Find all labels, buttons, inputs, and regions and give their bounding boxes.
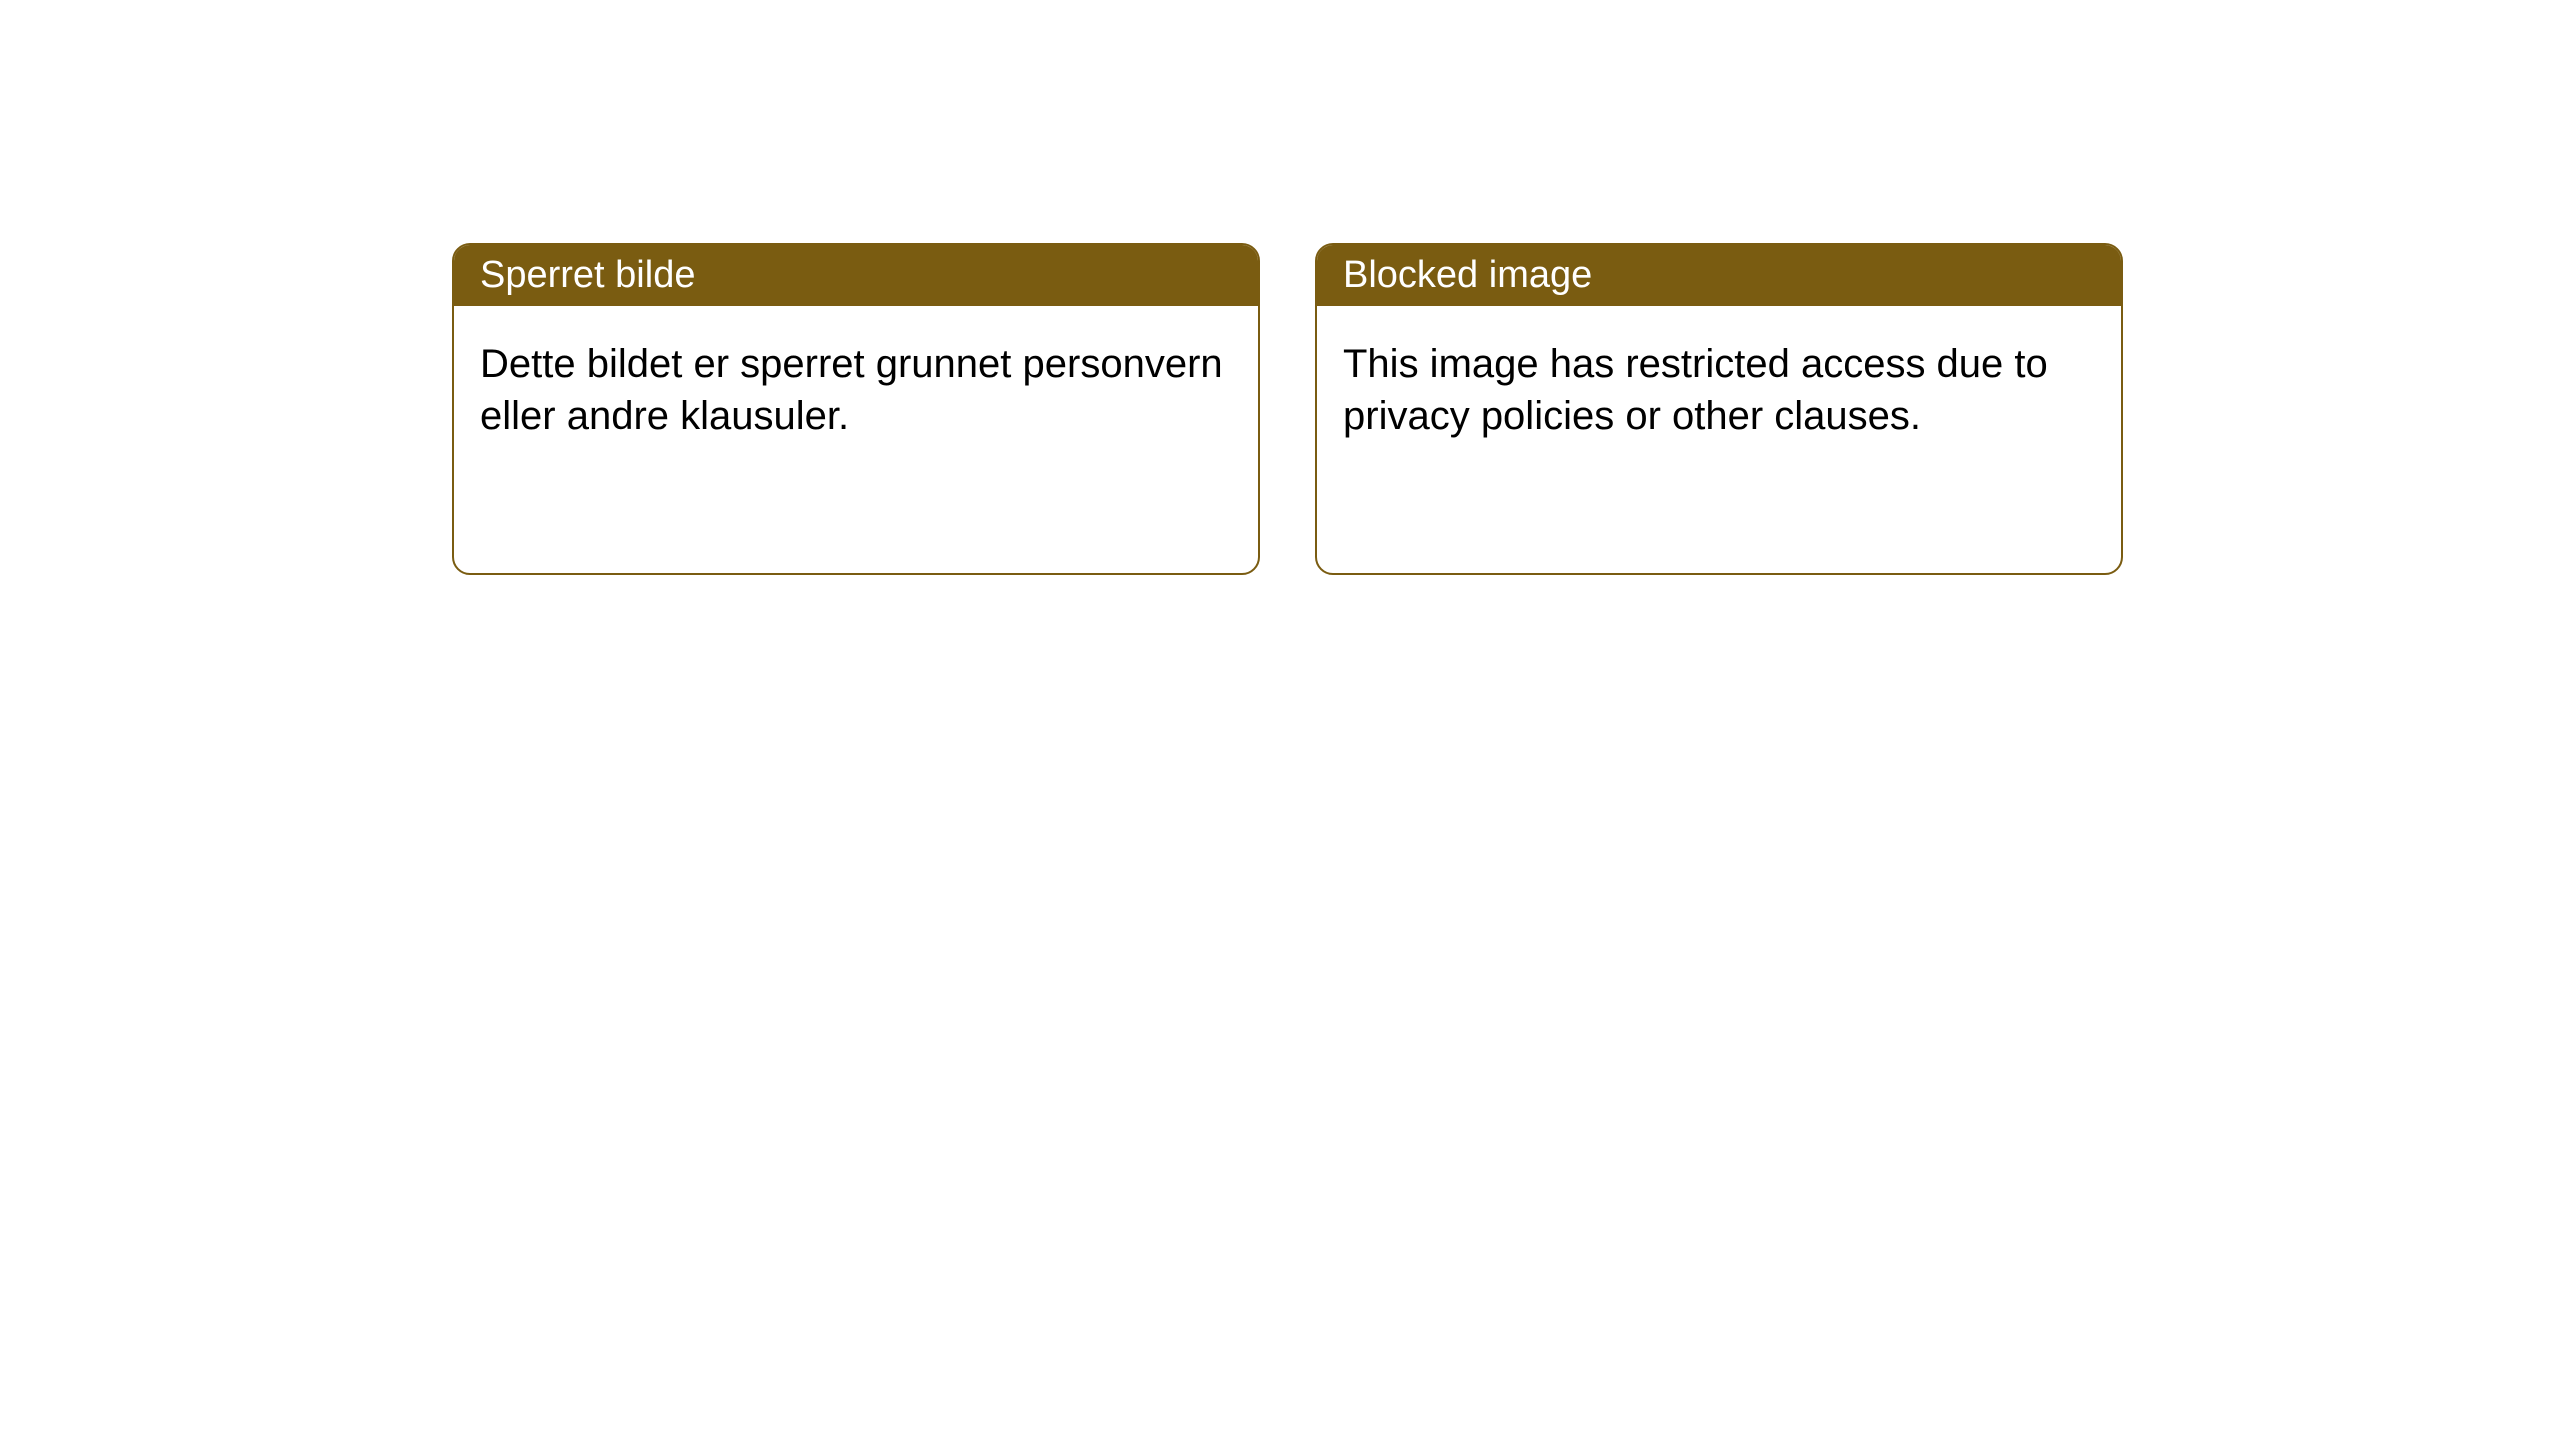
notice-header: Blocked image [1317,245,2121,306]
notice-container: Sperret bilde Dette bildet er sperret gr… [452,243,2123,575]
notice-body: Dette bildet er sperret grunnet personve… [454,306,1258,474]
notice-header: Sperret bilde [454,245,1258,306]
notice-card-norwegian: Sperret bilde Dette bildet er sperret gr… [452,243,1260,575]
notice-body: This image has restricted access due to … [1317,306,2121,474]
notice-card-english: Blocked image This image has restricted … [1315,243,2123,575]
